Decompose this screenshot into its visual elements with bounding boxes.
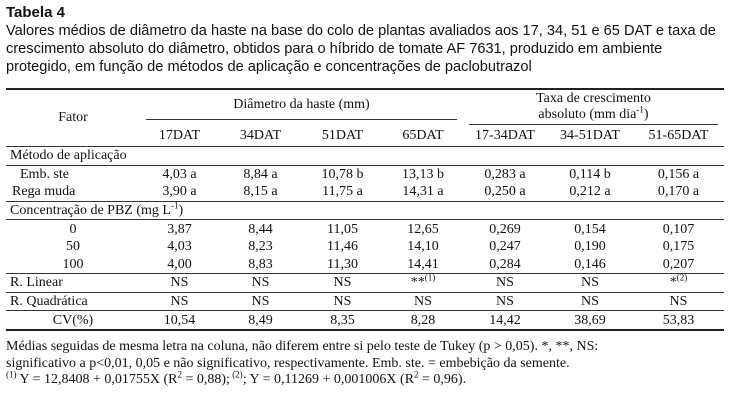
cell: 10,54 <box>163 312 196 328</box>
cell: 0,154 <box>574 221 606 237</box>
cell: NS <box>333 275 352 291</box>
header-diametro: Diâmetro da haste (mm) <box>140 89 463 126</box>
cell: 0,207 <box>662 256 695 272</box>
cell: 0,269 <box>489 221 521 237</box>
cell: NS <box>170 294 189 310</box>
col-34dat: 34DAT <box>239 128 282 143</box>
cell: 4,03 <box>167 239 192 255</box>
cell: NS <box>251 294 270 310</box>
col-17dat: 17DAT <box>158 128 201 143</box>
cell: 8,83 <box>248 256 273 272</box>
col-51-65dat: 51-65DAT <box>648 128 709 143</box>
table-notes: Médias seguidas de mesma letra na coluna… <box>6 339 728 389</box>
cell: 8,15 a <box>243 184 278 200</box>
table-row: 0 3,87 8,44 11,05 12,65 0,269 0,154 0,10… <box>6 220 724 238</box>
cell: NS <box>414 294 432 310</box>
cell: 8,35 <box>330 312 355 328</box>
cell: 8,44 <box>248 221 273 237</box>
cell: 14,42 <box>489 312 521 328</box>
cell: 12,65 <box>407 221 439 237</box>
table-row: 50 4,03 8,23 11,46 14,10 0,247 0,190 0,1… <box>6 238 724 256</box>
cell: 11,30 <box>327 256 358 272</box>
row-label: Rega muda <box>12 184 76 200</box>
table-title: Tabela 4 <box>6 4 65 21</box>
row-label: 100 <box>62 256 84 272</box>
cell: 4,03 a <box>162 166 197 182</box>
col-65dat: 65DAT <box>402 128 444 143</box>
cell: 0,114 b <box>569 166 611 182</box>
table-row: Emb. ste 4,03 a 8,84 a 10,78 b 13,13 b 0… <box>6 165 724 183</box>
section-metodo: Método de aplicação <box>10 148 127 164</box>
header-fator: Fator <box>6 89 140 147</box>
row-label: 0 <box>69 221 77 237</box>
cell: 3,90 a <box>162 184 197 200</box>
cell: *(2) <box>669 272 688 291</box>
cell: NS <box>496 275 514 291</box>
cell: 8,84 a <box>243 166 278 182</box>
cell: 13,13 b <box>402 166 444 182</box>
note-equations: (1) Y = 12,8408 + 0,01755X (R2 = 0,88); … <box>6 369 467 387</box>
cell: 8,23 <box>248 239 273 255</box>
cell: 0,175 <box>662 239 695 255</box>
table-row-cv: CV(%) 10,54 8,49 8,35 8,28 14,42 38,69 5… <box>6 311 724 330</box>
col-34-51dat: 34-51DAT <box>560 128 620 143</box>
cell: 14,10 <box>407 239 439 255</box>
header-taxa: Taxa de crescimento absoluto (mm dia-1) <box>463 89 724 126</box>
row-label: R. Linear <box>10 275 63 291</box>
section-concentracao: Concentração de PBZ (mg L-1) <box>10 200 184 219</box>
cell: 0,156 a <box>657 166 700 182</box>
cell: 11,46 <box>327 239 358 255</box>
cell: 0,284 <box>489 256 521 272</box>
cell: NS <box>333 294 352 310</box>
cell: 0,212 a <box>569 184 611 200</box>
cell: 8,28 <box>410 312 436 328</box>
cell: NS <box>170 275 189 291</box>
cell: NS <box>251 275 270 291</box>
cell: 0,190 <box>574 239 606 255</box>
cell: 10,78 b <box>321 166 364 182</box>
table-caption: Valores médios de diâmetro da haste na b… <box>6 23 716 75</box>
table-row: Rega muda 3,90 a 8,15 a 11,75 a 14,31 a … <box>6 183 724 202</box>
cell: NS <box>581 275 599 291</box>
cell: 53,83 <box>662 312 695 328</box>
cell: 38,69 <box>574 312 606 328</box>
cell: **(1) <box>410 272 436 291</box>
col-51dat: 51DAT <box>321 128 364 143</box>
cell: 0,250 a <box>484 184 526 200</box>
cell: 0,283 a <box>484 166 526 182</box>
cell: NS <box>581 294 599 310</box>
cell: 0,170 a <box>657 184 700 200</box>
cell: 14,41 <box>407 256 439 272</box>
cell: 3,87 <box>167 221 192 237</box>
cell: 14,31 a <box>402 184 444 200</box>
row-label: 50 <box>66 239 80 255</box>
note-line-2: significativo a p<0,01, 0,05 e não signi… <box>6 355 570 371</box>
table-row-linear: R. Linear NS NS NS **(1) NS NS *(2) <box>6 272 724 293</box>
cell: NS <box>496 294 514 310</box>
cell: 11,05 <box>327 221 358 237</box>
cell: 11,75 a <box>322 184 363 200</box>
table-row-quadratica: R. Quadrática NS NS NS NS NS NS NS <box>6 292 724 311</box>
row-label: CV(%) <box>52 312 94 328</box>
data-table: Fator Diâmetro da haste (mm) Taxa de cre… <box>6 88 724 331</box>
cell: NS <box>669 294 688 310</box>
note-line-1: Médias seguidas de mesma letra na coluna… <box>6 339 599 354</box>
table-row: 100 4,00 8,83 11,30 14,41 0,284 0,146 0,… <box>6 256 724 274</box>
col-17-34dat: 17-34DAT <box>475 128 535 143</box>
cell: 8,49 <box>248 312 273 328</box>
cell: 0,247 <box>489 239 521 255</box>
cell: 0,107 <box>662 221 695 237</box>
row-label: R. Quadrática <box>10 294 88 310</box>
cell: 0,146 <box>574 256 606 272</box>
cell: 4,00 <box>167 256 192 272</box>
row-label: Emb. ste <box>20 166 69 182</box>
